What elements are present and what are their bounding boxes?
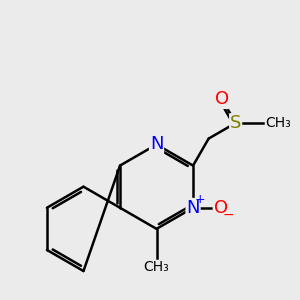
Text: O: O [214, 199, 228, 217]
Text: S: S [230, 114, 241, 132]
Text: −: − [223, 208, 234, 222]
Text: N: N [186, 199, 200, 217]
Text: CH₃: CH₃ [144, 260, 169, 274]
Text: +: + [194, 193, 205, 206]
Text: O: O [215, 90, 229, 108]
Text: N: N [150, 136, 163, 154]
Text: CH₃: CH₃ [265, 116, 291, 130]
